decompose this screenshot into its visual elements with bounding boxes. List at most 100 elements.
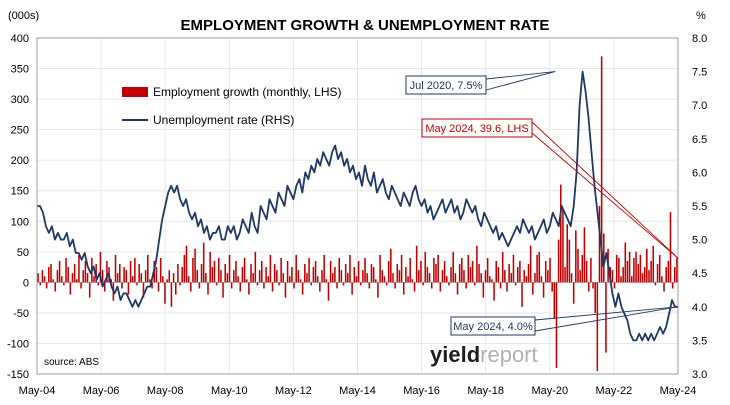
employment-bar: [60, 276, 63, 283]
employment-bar: [166, 279, 168, 283]
annotation-box: [405, 75, 487, 95]
annotation-box: [450, 316, 536, 336]
employment-bar: [80, 282, 82, 289]
employment-bar: [480, 273, 482, 283]
employment-bar: [639, 254, 642, 283]
employment-bar: [637, 264, 639, 283]
employment-bar: [643, 267, 646, 283]
employment-bar: [516, 267, 519, 283]
brand-logo-part1: yield: [430, 342, 480, 367]
employment-bar: [484, 270, 487, 283]
employment-bar: [489, 276, 491, 283]
employment-bar: [329, 260, 332, 283]
employment-bar: [454, 273, 457, 283]
y-left-tick-label: 200: [11, 155, 29, 167]
annotation-leader: [485, 71, 556, 91]
y-left-tick-label: -50: [13, 308, 29, 320]
employment-bar: [293, 282, 295, 289]
employment-bar: [665, 267, 667, 283]
employment-bar: [276, 270, 278, 283]
employment-bar: [615, 254, 618, 283]
employment-bar: [465, 282, 467, 289]
employment-bar: [121, 282, 123, 289]
employment-bar: [202, 242, 205, 283]
employment-bar: [381, 270, 384, 283]
employment-bar: [140, 273, 143, 283]
employment-bar: [84, 260, 87, 283]
employment-bar: [564, 267, 566, 283]
employment-bar: [532, 282, 534, 295]
employment-bar: [314, 260, 317, 283]
employment-bar: [245, 279, 248, 283]
x-tick-label: May-24: [660, 385, 697, 397]
employment-bar: [344, 264, 347, 283]
employment-bar: [250, 264, 252, 283]
y-left-tick-label: 150: [11, 186, 29, 198]
employment-bar: [669, 212, 672, 283]
unemployment-line: [37, 70, 678, 342]
employment-bar: [559, 184, 562, 283]
employment-bar: [590, 257, 592, 283]
employment-bar: [48, 267, 50, 283]
employment-bar: [441, 270, 444, 283]
employment-bar: [93, 276, 95, 283]
employment-bar: [196, 270, 199, 283]
employment-bar: [583, 227, 586, 283]
employment-bar: [159, 257, 162, 283]
employment-bar: [673, 267, 676, 283]
y-left-tick-label: 350: [11, 64, 29, 76]
employment-bar: [540, 276, 543, 283]
employment-bar: [76, 279, 78, 283]
employment-bar: [450, 267, 452, 283]
employment-bar: [50, 264, 52, 283]
employment-bar: [594, 282, 596, 313]
employment-bar: [467, 254, 470, 283]
employment-bar: [478, 264, 480, 283]
employment-bar: [525, 276, 528, 283]
employment-bar: [284, 282, 287, 298]
employment-bar: [469, 267, 472, 283]
employment-bar: [656, 264, 659, 283]
employment-bar: [387, 260, 390, 283]
employment-bar: [439, 282, 442, 292]
x-tick-label: May-18: [467, 385, 504, 397]
employment-bar: [164, 282, 166, 304]
employment-bar: [650, 260, 652, 283]
employment-bar: [536, 254, 538, 283]
employment-bar: [142, 282, 145, 298]
employment-bar: [312, 267, 315, 283]
employment-bar: [78, 254, 80, 283]
employment-bar: [512, 254, 515, 283]
employment-bar: [538, 251, 541, 283]
employment-bar: [198, 282, 201, 289]
employment-bar: [235, 260, 237, 283]
y-right-tick-label: 4.0: [692, 302, 707, 314]
unemployment-line-path: [37, 70, 678, 342]
employment-bar: [622, 267, 624, 283]
employment-bar: [327, 282, 330, 301]
employment-bar: [265, 267, 267, 283]
employment-bar: [269, 254, 272, 283]
employment-bar: [110, 279, 112, 283]
employment-bar: [230, 282, 233, 289]
employment-bar: [529, 245, 532, 283]
employment-bar: [654, 282, 657, 286]
employment-bar: [598, 206, 601, 283]
employment-bar: [306, 273, 308, 283]
employment-bar: [299, 279, 302, 283]
employment-bar: [106, 260, 108, 283]
legend-line-label: Unemployment rate (RHS): [153, 113, 294, 127]
employment-bar: [398, 270, 401, 283]
annotation-leader: [531, 121, 679, 259]
annotations: Jul 2020, 7.5% May 2024, 39.6, LHS May 202…: [405, 71, 679, 336]
employment-bar: [65, 257, 67, 283]
employment-bar: [310, 282, 313, 286]
employment-bar: [415, 245, 418, 283]
employment-bar: [458, 264, 461, 283]
employment-bar: [372, 267, 375, 283]
employment-bar: [187, 276, 190, 283]
employment-bar: [510, 273, 513, 283]
employment-bar: [213, 260, 216, 283]
employment-bar: [168, 270, 171, 283]
